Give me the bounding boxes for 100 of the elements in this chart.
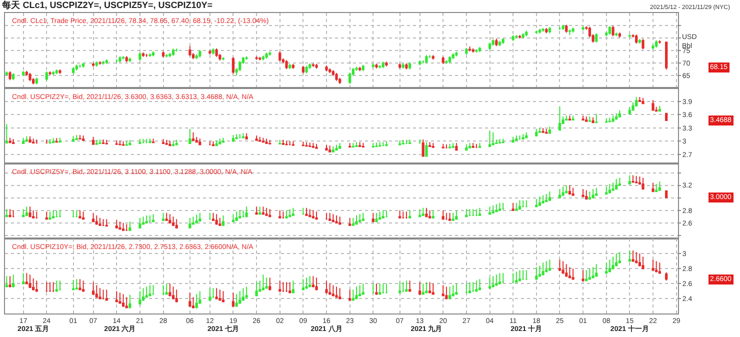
- candlestick: [52, 138, 55, 144]
- candlestick: [632, 174, 634, 184]
- candlestick: [282, 282, 285, 292]
- candlestick: [218, 289, 222, 302]
- candlestick: [548, 26, 552, 34]
- candlestick: [75, 134, 78, 140]
- candlestick: [402, 211, 404, 219]
- candlestick: [428, 282, 432, 294]
- candlestick: [628, 34, 632, 38]
- candlestick: [45, 282, 48, 292]
- candlestick: [378, 283, 382, 296]
- candlestick: [212, 140, 215, 147]
- candlestick: [478, 46, 482, 53]
- candlestick: [215, 288, 218, 300]
- candlestick: [302, 65, 304, 74]
- candlestick: [372, 283, 374, 294]
- candlestick: [58, 280, 62, 291]
- candlestick: [102, 60, 105, 66]
- candlestick: [198, 50, 202, 58]
- candlestick: [138, 217, 142, 229]
- candlestick: [8, 208, 12, 218]
- candlestick: [302, 141, 304, 147]
- candlestick: [405, 211, 408, 219]
- candlestick: [168, 140, 172, 147]
- candlestick: [22, 208, 25, 218]
- candlestick: [608, 259, 612, 273]
- candlestick: [208, 288, 212, 302]
- candlestick: [312, 62, 314, 68]
- candlestick: [192, 296, 195, 309]
- candlestick: [582, 270, 584, 282]
- candlestick: [195, 54, 198, 60]
- candlestick: [355, 214, 358, 226]
- candlestick: [258, 56, 262, 61]
- candlestick: [542, 194, 544, 204]
- candlestick: [265, 52, 268, 60]
- candlestick: [545, 28, 548, 34]
- candlestick: [515, 34, 518, 39]
- candlestick: [255, 206, 258, 216]
- candlestick: [432, 54, 434, 60]
- candlestick: [95, 214, 98, 226]
- candlestick: [172, 216, 175, 226]
- candlestick: [348, 289, 352, 302]
- candlestick: [328, 283, 332, 296]
- candlestick: [308, 142, 312, 148]
- candlestick: [312, 142, 314, 148]
- candlestick: [652, 100, 654, 112]
- candlestick: [188, 217, 192, 229]
- candlestick: [215, 140, 218, 147]
- candlestick: [315, 211, 318, 220]
- candlestick: [568, 115, 572, 121]
- candlestick: [165, 139, 168, 146]
- candlestick: [305, 207, 308, 216]
- candlestick: [495, 204, 498, 213]
- candlestick: [165, 212, 168, 222]
- candlestick: [268, 208, 272, 218]
- candlestick: [488, 206, 492, 216]
- candlestick: [452, 52, 454, 60]
- candlestick: [232, 134, 235, 142]
- candlestick: [568, 266, 572, 279]
- candlestick: [348, 142, 352, 148]
- candlestick: [592, 116, 594, 124]
- candlestick: [255, 282, 258, 297]
- candlestick: [258, 136, 262, 142]
- candlestick: [418, 282, 422, 296]
- candlestick: [442, 210, 444, 220]
- candlestick: [525, 270, 528, 280]
- candlestick: [172, 286, 175, 300]
- candlestick: [332, 284, 334, 297]
- candlestick: [302, 278, 304, 291]
- candlestick: [262, 55, 265, 61]
- candlestick: [5, 276, 8, 288]
- candlestick: [558, 188, 562, 199]
- candlestick: [165, 54, 168, 58]
- candlestick: [92, 136, 95, 146]
- candlestick: [122, 222, 125, 232]
- candlestick: [658, 262, 661, 274]
- candlestick: [665, 112, 668, 121]
- candlestick: [615, 112, 618, 120]
- candlestick: [512, 136, 514, 144]
- candlestick: [592, 266, 594, 279]
- candlestick: [618, 177, 622, 186]
- candlestick: [125, 56, 128, 63]
- candlestick: [418, 208, 422, 218]
- candlestick: [198, 138, 202, 146]
- candlestick: [358, 66, 362, 72]
- candlestick: [498, 40, 502, 47]
- candlestick: [245, 56, 248, 60]
- candlestick: [285, 210, 288, 219]
- candlestick: [325, 212, 328, 220]
- candlestick: [105, 58, 108, 64]
- candlestick: [12, 274, 15, 288]
- candlestick: [48, 211, 52, 220]
- candlestick: [638, 253, 641, 267]
- candlestick: [418, 60, 422, 66]
- candlestick: [522, 32, 524, 40]
- candlestick: [355, 142, 358, 148]
- candlestick: [638, 176, 641, 186]
- candlestick: [488, 277, 492, 290]
- candlestick: [105, 218, 108, 228]
- candlestick: [522, 134, 524, 140]
